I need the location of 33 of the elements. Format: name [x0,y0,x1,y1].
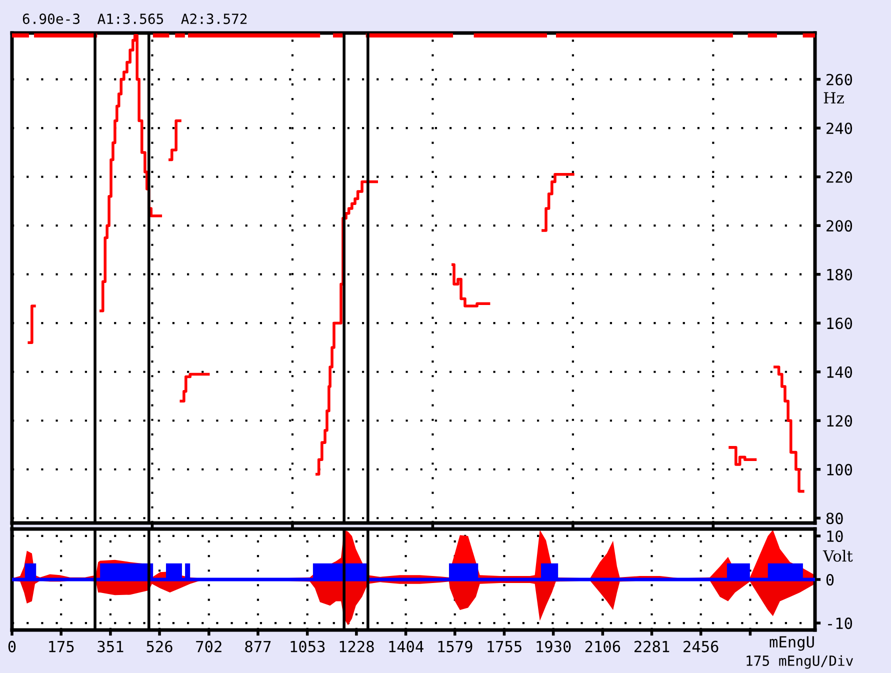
y-tick-label: 140 [827,366,852,378]
text: 6.90e-3 A1:3.565 A2:3.572 [22,14,247,24]
y-tick-label: 0 [826,574,834,586]
x-tick-label: 526 [146,640,172,652]
x-tick-label: 2456 [684,640,718,652]
y-tick-label: 240 [826,122,852,134]
x-tick-label: 1930 [536,640,571,652]
y-tick-label: 100 [827,464,852,476]
x-tick-label: 351 [98,640,124,652]
text: 175 mEngU/Div [746,655,854,669]
y-tick-label: 160 [827,318,852,330]
y-tick-label: 260 [826,74,852,86]
x-tick-label: 877 [245,640,271,652]
x-tick-label: 2281 [634,640,670,652]
y-axis-title: Volt [822,550,853,562]
y-tick-label: 200 [826,220,852,232]
x-axis-title: mEngU [770,636,814,651]
x-tick-label: 1755 [488,640,522,652]
y-tick-label: 120 [827,415,852,427]
x-tick-label: 702 [196,640,222,652]
y-tick-label: 80 [826,512,843,524]
x-tick-label: 1404 [389,640,424,652]
y-tick-label: 10 [827,530,843,542]
x-tick-label: 1053 [290,640,325,652]
y-tick-label: 180 [827,268,852,280]
y-tick-label: 220 [826,171,852,183]
x-tick-label: 1579 [438,640,472,652]
y-tick-label: -10 [828,618,852,630]
y-axis-title: Hz [824,92,844,104]
x-tick-label: 0 [8,640,16,652]
x-tick-label: 2106 [585,640,620,652]
x-tick-label: 1228 [340,640,374,652]
x-tick-label: 175 [49,640,74,652]
